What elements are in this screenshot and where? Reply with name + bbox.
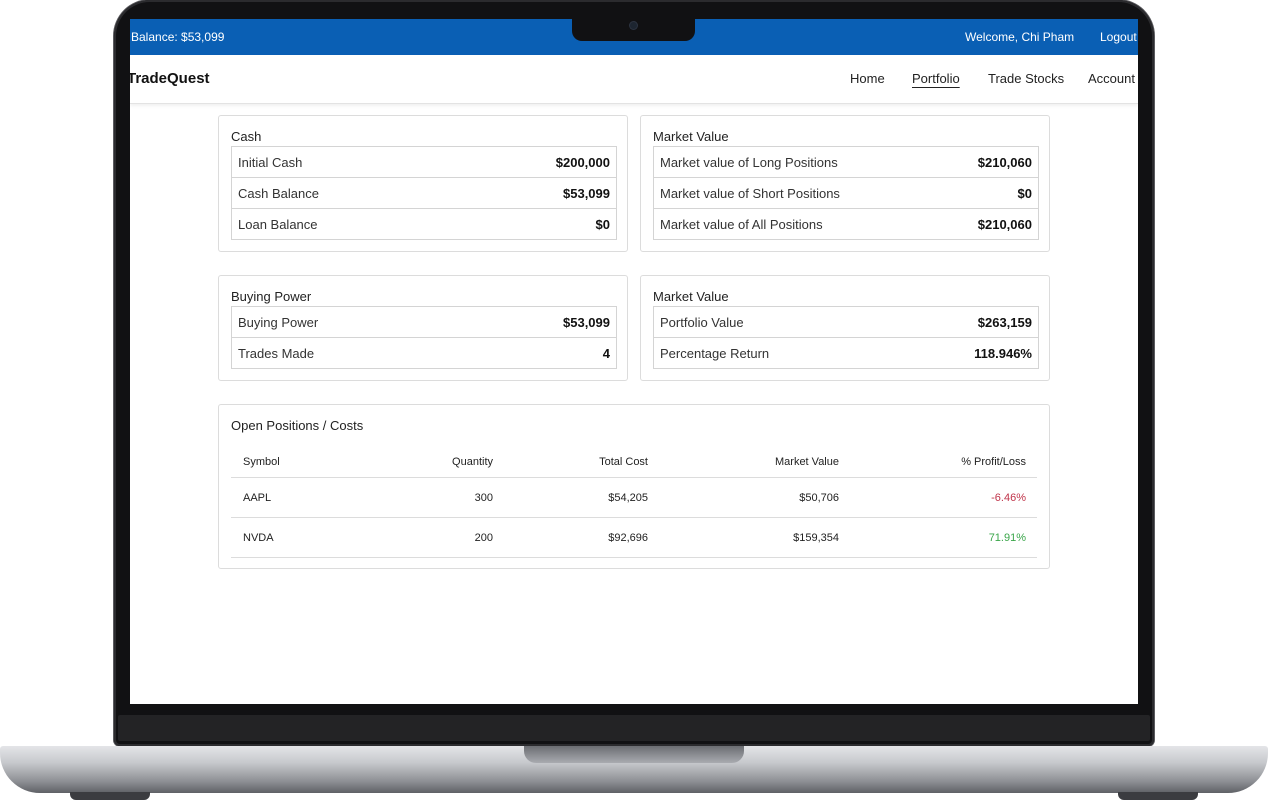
table-row[interactable]: AAPL 300 $54,205 $50,706 -6.46% [231,478,1037,518]
position-total-cost: $54,205 [608,492,648,504]
market-value-row: Market value of Long Positions $210,060 [654,147,1038,178]
laptop-foot-right [1118,792,1198,800]
buying-power-row: Trades Made 4 [232,338,616,368]
balance-text: Balance: $53,099 [131,30,225,44]
portfolio-summary-row: Portfolio Value $263,159 [654,307,1038,338]
camera-notch [572,15,695,41]
cash-row: Loan Balance $0 [232,209,616,239]
position-quantity: 300 [474,492,493,504]
market-value-row-value: $210,060 [977,155,1032,170]
positions-table: Symbol Quantity Total Cost Market Value … [231,443,1037,558]
position-market-value: $50,706 [799,492,839,504]
buying-power-row-value: 4 [602,346,610,361]
main-navbar: TradeQuest Home Portfolio Trade Stocks A… [130,55,1138,104]
column-header-total-cost[interactable]: Total Cost [599,456,648,468]
positions-header-row: Symbol Quantity Total Cost Market Value … [231,443,1037,478]
cash-card-title: Cash [231,129,262,144]
column-header-profit-loss[interactable]: % Profit/Loss [961,456,1026,468]
buying-power-table: Buying Power $53,099 Trades Made 4 [231,306,617,369]
nav-account[interactable]: Account [1088,71,1135,86]
nav-home[interactable]: Home [850,71,885,86]
buying-power-card-title: Buying Power [231,289,312,304]
cash-row-value: $200,000 [555,155,610,170]
laptop-chin [118,715,1150,741]
open-positions-card: Open Positions / Costs Symbol Quantity T… [218,404,1050,569]
laptop-foot-left [70,792,150,800]
open-positions-title: Open Positions / Costs [231,418,364,433]
cash-card: Cash Initial Cash $200,000 Cash Balance … [218,115,628,252]
cash-row-value: $0 [595,217,610,232]
market-value-card: Market Value Market value of Long Positi… [640,115,1050,252]
buying-power-row: Buying Power $53,099 [232,307,616,338]
position-profit-loss: -6.46% [991,492,1026,504]
position-symbol: AAPL [243,492,272,504]
buying-power-card: Buying Power Buying Power $53,099 Trades… [218,275,628,381]
cash-row-label: Cash Balance [238,186,319,201]
portfolio-summary-card-title: Market Value [653,289,729,304]
market-value-table: Market value of Long Positions $210,060 … [653,146,1039,240]
market-value-row-label: Market value of Long Positions [660,155,838,170]
cash-row-label: Initial Cash [238,155,303,170]
market-value-row: Market value of All Positions $210,060 [654,209,1038,239]
cash-table: Initial Cash $200,000 Cash Balance $53,0… [231,146,617,240]
cash-row-value: $53,099 [563,186,610,201]
column-header-market-value[interactable]: Market Value [775,456,839,468]
cash-row-label: Loan Balance [238,217,318,232]
buying-power-row-value: $53,099 [563,315,610,330]
buying-power-row-label: Buying Power [238,315,319,330]
market-value-row: Market value of Short Positions $0 [654,178,1038,209]
logout-link[interactable]: Logout [1100,30,1137,44]
portfolio-summary-row-label: Portfolio Value [660,315,744,330]
column-header-quantity[interactable]: Quantity [452,456,493,468]
position-total-cost: $92,696 [608,532,648,544]
portfolio-summary-row: Percentage Return 118.946% [654,338,1038,368]
buying-power-row-label: Trades Made [238,346,315,361]
app-screen: Balance: $53,099 Welcome, Chi Pham Logou… [130,19,1138,704]
market-value-row-value: $210,060 [977,217,1032,232]
table-row[interactable]: NVDA 200 $92,696 $159,354 71.91% [231,518,1037,558]
portfolio-summary-row-label: Percentage Return [660,346,770,361]
portfolio-summary-card: Market Value Portfolio Value $263,159 Pe… [640,275,1050,381]
cash-row: Cash Balance $53,099 [232,178,616,209]
nav-trade-stocks[interactable]: Trade Stocks [988,71,1065,86]
camera-icon [630,22,637,29]
position-market-value: $159,354 [793,532,839,544]
welcome-text: Welcome, Chi Pham [965,30,1075,44]
position-quantity: 200 [474,532,493,544]
portfolio-summary-row-value: $263,159 [977,315,1032,330]
position-profit-loss: 71.91% [988,532,1026,544]
portfolio-summary-table: Portfolio Value $263,159 Percentage Retu… [653,306,1039,369]
market-value-row-label: Market value of All Positions [660,217,823,232]
position-symbol: NVDA [243,532,274,544]
brand-logo[interactable]: TradeQuest [130,70,210,87]
market-value-row-value: $0 [1017,186,1032,201]
cash-row: Initial Cash $200,000 [232,147,616,178]
nav-portfolio[interactable]: Portfolio [912,71,960,86]
market-value-card-title: Market Value [653,129,729,144]
column-header-symbol[interactable]: Symbol [243,456,280,468]
portfolio-summary-row-value: 118.946% [974,346,1032,361]
account-topbar: Balance: $53,099 Welcome, Chi Pham Logou… [130,19,1138,55]
laptop-base-notch [524,746,744,763]
market-value-row-label: Market value of Short Positions [660,186,840,201]
